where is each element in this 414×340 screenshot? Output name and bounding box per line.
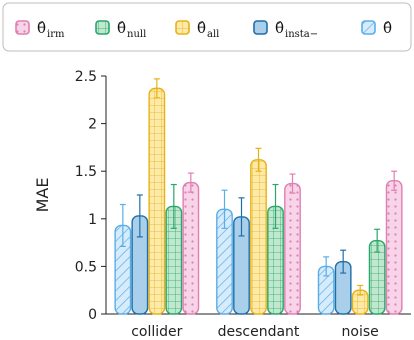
y-tick-label: 1 xyxy=(88,212,97,228)
legend-label-cond: θ̂ xyxy=(383,19,392,37)
y-tick-label: 0 xyxy=(88,307,97,323)
bar-group-insta-noise xyxy=(334,249,352,315)
bar-all-collider xyxy=(148,87,166,315)
legend-item-null: θ̂ null xyxy=(95,19,146,40)
bar-group-cond-noise xyxy=(317,256,335,315)
legend-swatch-cond xyxy=(361,20,376,35)
legend-frame xyxy=(2,2,412,52)
bar-group-irm-noise xyxy=(385,170,403,315)
legend-label-all: θ̂ xyxy=(197,19,206,37)
bar-group-all-descendant xyxy=(250,147,267,315)
legend-label-insta: θ̂ xyxy=(275,19,284,37)
y-tick-label: 2.5 xyxy=(75,69,97,85)
legend-swatch-insta xyxy=(253,20,268,35)
legend-sub-insta: insta− xyxy=(285,29,318,40)
y-tick-label: 2 xyxy=(88,117,97,133)
bar-group-insta-collider xyxy=(131,194,149,315)
y-axis-title: MAE xyxy=(33,178,52,213)
legend-item-irm: θ̂ irm xyxy=(15,19,65,40)
bar-group-all-noise xyxy=(351,284,369,315)
legend-swatch-null xyxy=(95,20,110,35)
bar-group-irm-collider xyxy=(182,172,200,315)
legend-swatch-all xyxy=(175,20,190,35)
bar-group-null-collider xyxy=(165,183,183,315)
bar-group-irm-descendant xyxy=(284,173,301,315)
legend-item-insta: θ̂ insta− xyxy=(253,19,318,40)
bar-group-cond-collider xyxy=(114,203,132,315)
legend-item-all: θ̂ all xyxy=(175,19,219,40)
legend-swatch-irm xyxy=(15,20,30,35)
x-tick-label-collider: collider xyxy=(131,324,182,340)
bar-irm-collider xyxy=(182,181,200,315)
legend-item-cond: θ̂ xyxy=(361,19,392,37)
bar-group-all-collider xyxy=(148,78,166,315)
bar-irm-descendant xyxy=(284,182,301,315)
legend-sub-all: all xyxy=(207,29,219,40)
bar-group-cond-descendant xyxy=(216,189,233,315)
bar-group-null-noise xyxy=(368,228,386,315)
x-tick-label-noise: noise xyxy=(342,324,379,340)
y-tick-label: 1.5 xyxy=(75,164,97,180)
legend-sub-irm: irm xyxy=(47,29,65,40)
bar-all-descendant xyxy=(250,159,267,315)
legend: θ̂ irm θ̂ null θ̂ all θ̂ insta− θ̂ xyxy=(2,2,412,52)
legend-sub-null: null xyxy=(127,29,146,40)
legend-label-null: θ̂ xyxy=(117,19,126,37)
plot-area: 0 0.5 1 1.5 2 2.5 MAE collider descendant noise xyxy=(33,69,411,340)
legend-label-irm: θ̂ xyxy=(37,19,46,37)
bar-group-null-descendant xyxy=(267,183,284,315)
bar-group-insta-descendant xyxy=(233,197,250,315)
bar-irm-noise xyxy=(385,180,403,315)
y-tick-label: 0.5 xyxy=(75,259,97,275)
x-tick-label-descendant: descendant xyxy=(218,324,300,340)
